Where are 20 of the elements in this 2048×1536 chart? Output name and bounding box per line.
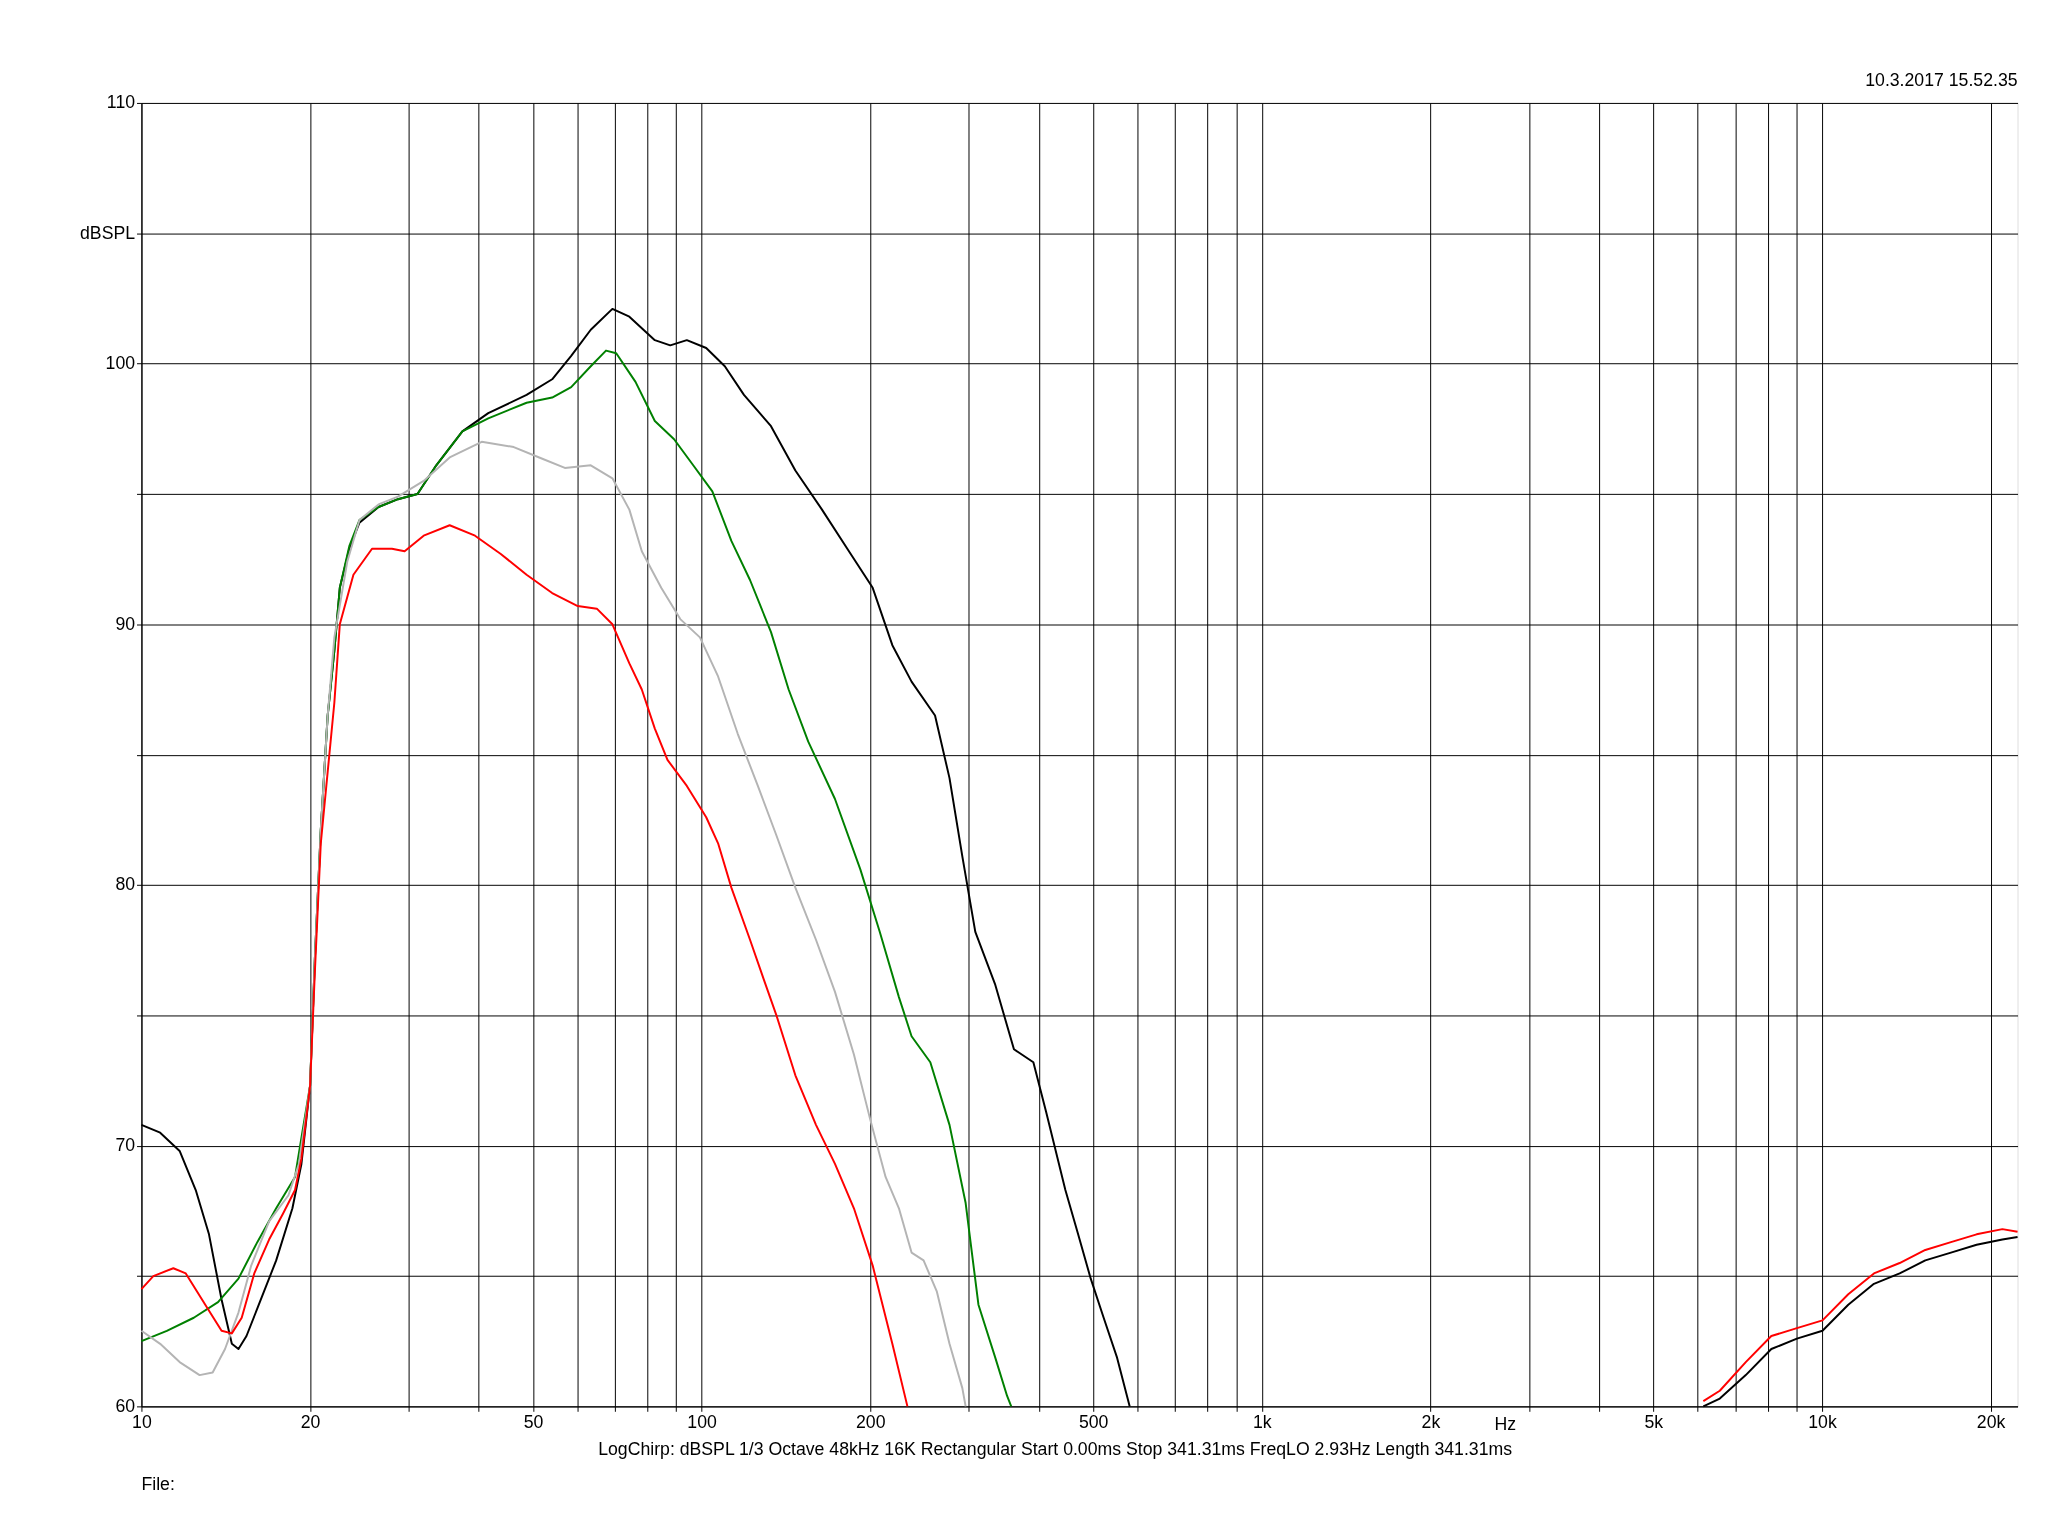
text: 10.3.2017 15.52.35 <box>1865 70 2018 91</box>
x-axis-title: Hz <box>1494 1413 1517 1434</box>
y-tick-label: dBSPL <box>80 222 136 243</box>
x-tick-label: 20 <box>300 1411 321 1432</box>
y-tick-label: 90 <box>115 613 136 634</box>
x-tick-label: 500 <box>1078 1411 1109 1432</box>
x-tick-label: 1k <box>1252 1411 1272 1432</box>
x-tick-label: 2k <box>1421 1411 1441 1432</box>
x-tick-label: 100 <box>687 1411 718 1432</box>
text: File: <box>141 1473 175 1494</box>
x-tick-label: 200 <box>856 1411 886 1432</box>
x-tick-label: 10k <box>1808 1411 1837 1432</box>
text: LogChirp: dBSPL 1/3 Octave 48kHz 16K Rectangular Start 0.00ms Stop 341.31ms FreqLO 2.93Hz Length 341.31ms <box>598 1439 1513 1460</box>
x-tick-label: 5k <box>1644 1411 1664 1432</box>
y-tick-label: 70 <box>115 1135 136 1156</box>
y-tick-label: 110 <box>106 92 136 113</box>
y-tick-label: 100 <box>105 353 136 374</box>
x-tick-label: 20k <box>1976 1411 2006 1432</box>
x-tick-label: 50 <box>523 1411 544 1432</box>
y-tick-label: 80 <box>115 874 136 895</box>
